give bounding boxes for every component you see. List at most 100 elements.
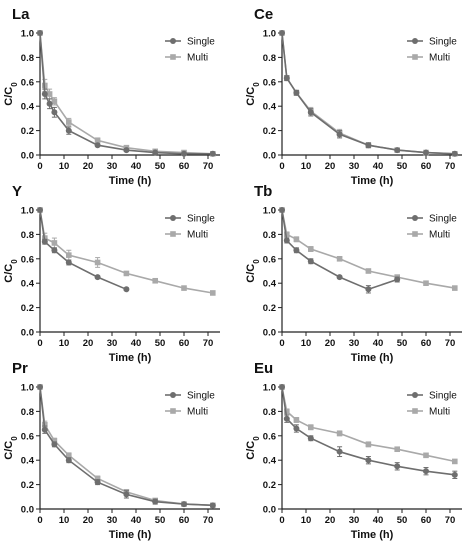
data-point-single xyxy=(365,286,372,293)
data-point-multi xyxy=(181,285,187,291)
y-tick-label: 0.0 xyxy=(263,151,276,162)
x-tick-label: 60 xyxy=(179,161,190,172)
legend-marker-single xyxy=(170,392,176,398)
legend-marker-multi xyxy=(412,54,418,60)
data-point-single xyxy=(46,100,53,107)
data-point-single xyxy=(336,274,343,281)
y-tick-label: 1.0 xyxy=(21,29,34,40)
series-single xyxy=(37,384,216,509)
y-tick-label: 0.0 xyxy=(263,505,276,516)
series-line-single xyxy=(39,32,213,155)
y-axis-label-sub: 0 xyxy=(10,436,19,441)
y-tick-label: 0.4 xyxy=(21,102,35,113)
legend-label: Multi xyxy=(187,230,208,241)
y-tick-label: 0.0 xyxy=(263,328,276,339)
data-point-single xyxy=(394,276,401,283)
data-point-single xyxy=(181,501,187,508)
data-point-single xyxy=(394,147,401,154)
y-axis-label: C/C0 xyxy=(245,259,261,283)
data-point-single xyxy=(123,286,130,293)
panel-title: Pr xyxy=(12,360,28,377)
data-point-multi xyxy=(51,98,58,105)
y-axis-label-sub: 0 xyxy=(10,259,19,264)
series-line-single xyxy=(39,209,127,291)
series-line-multi xyxy=(39,32,213,155)
series-multi xyxy=(37,30,216,157)
x-axis-label: Time (h) xyxy=(109,352,152,364)
legend-marker-single xyxy=(170,215,176,221)
data-point-multi xyxy=(123,270,130,277)
x-tick-label: 10 xyxy=(301,161,312,172)
legend-marker-single xyxy=(412,392,418,398)
y-tick-label: 0.2 xyxy=(21,480,34,491)
data-point-multi xyxy=(336,430,343,437)
x-tick-label: 20 xyxy=(83,161,94,172)
legend-label: Multi xyxy=(429,407,450,418)
x-tick-label: 10 xyxy=(301,338,312,349)
y-tick-label: 0.4 xyxy=(21,279,35,290)
data-point-single xyxy=(152,498,159,505)
legend-marker-single xyxy=(412,38,418,44)
data-point-single xyxy=(51,109,58,116)
legend-marker-multi xyxy=(412,408,418,414)
legend-label: Single xyxy=(429,391,457,402)
y-axis-label-sub: 0 xyxy=(252,259,261,264)
series-line-single xyxy=(281,32,455,155)
y-tick-label: 0.2 xyxy=(21,126,34,137)
y-axis-label: C/C0 xyxy=(3,436,19,460)
y-axis-label-sub: 0 xyxy=(10,82,19,87)
x-tick-label: 20 xyxy=(83,515,94,526)
data-point-multi xyxy=(94,259,101,266)
legend-label: Single xyxy=(429,37,457,48)
data-point-single xyxy=(37,384,43,390)
data-point-multi xyxy=(284,231,290,238)
x-tick-label: 40 xyxy=(131,338,142,349)
data-point-single xyxy=(41,91,48,97)
legend-marker-single xyxy=(412,215,418,221)
x-tick-label: 10 xyxy=(59,515,70,526)
data-point-multi xyxy=(46,91,53,97)
series-single xyxy=(279,384,458,479)
series-line-single xyxy=(39,386,213,507)
y-tick-label: 0.6 xyxy=(263,431,276,442)
data-point-single xyxy=(293,89,300,96)
y-axis-label: C/C0 xyxy=(3,82,19,106)
x-tick-label: 30 xyxy=(107,338,118,349)
y-tick-label: 0.8 xyxy=(21,230,34,241)
x-tick-label: 30 xyxy=(349,338,360,349)
panel-title: Eu xyxy=(254,360,273,377)
y-tick-label: 1.0 xyxy=(263,206,276,217)
data-point-multi xyxy=(394,446,400,453)
x-tick-label: 30 xyxy=(107,515,118,526)
data-point-single xyxy=(336,448,343,455)
legend-marker-multi xyxy=(412,231,418,237)
series-line-multi xyxy=(281,32,455,155)
legend-label: Single xyxy=(187,214,215,225)
panel-title: Ce xyxy=(254,6,273,23)
y-tick-label: 0.2 xyxy=(21,303,34,314)
x-tick-label: 70 xyxy=(445,161,456,172)
data-point-single xyxy=(209,502,216,509)
data-point-multi xyxy=(51,437,58,444)
y-axis-label-main: C/C xyxy=(245,87,257,106)
y-axis-label-main: C/C xyxy=(3,441,15,460)
data-point-single xyxy=(336,131,343,138)
x-tick-label: 70 xyxy=(203,161,214,172)
y-tick-label: 0.6 xyxy=(21,254,34,265)
y-tick-label: 0.6 xyxy=(263,77,276,88)
y-tick-label: 0.4 xyxy=(21,456,35,467)
data-point-single xyxy=(293,425,300,432)
data-point-single xyxy=(65,127,72,134)
data-point-single xyxy=(423,149,429,156)
x-tick-label: 60 xyxy=(421,338,432,349)
y-axis-label: C/C0 xyxy=(245,82,261,106)
y-axis-label-sub: 0 xyxy=(252,436,261,441)
data-point-multi xyxy=(423,452,429,459)
data-point-multi xyxy=(308,424,314,431)
x-tick-label: 0 xyxy=(37,515,42,526)
series-multi xyxy=(279,30,458,157)
legend: Single Multi xyxy=(407,214,457,241)
data-point-single xyxy=(37,207,43,213)
